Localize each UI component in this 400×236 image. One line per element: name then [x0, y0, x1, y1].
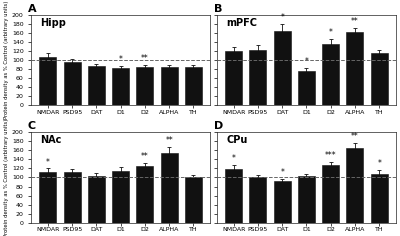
Bar — [250, 177, 266, 223]
Text: **: ** — [351, 132, 359, 141]
Bar — [161, 67, 178, 105]
Bar — [274, 31, 291, 105]
Bar — [88, 66, 105, 105]
Bar — [136, 67, 154, 105]
Text: *: * — [280, 168, 284, 177]
Text: *: * — [329, 28, 333, 37]
Bar — [346, 148, 364, 223]
Text: **: ** — [141, 152, 149, 161]
Text: ***: *** — [325, 151, 336, 160]
Bar — [298, 176, 315, 223]
Text: **: ** — [351, 17, 359, 26]
Text: *: * — [304, 57, 308, 66]
Text: B: B — [214, 4, 222, 14]
Text: *: * — [377, 160, 381, 169]
Bar — [298, 72, 315, 105]
Bar — [274, 181, 291, 223]
Text: A: A — [28, 4, 36, 14]
Text: C: C — [28, 121, 36, 131]
Bar — [322, 165, 339, 223]
Text: mPFC: mPFC — [226, 18, 257, 28]
Bar — [64, 62, 81, 105]
Text: Hipp: Hipp — [40, 18, 66, 28]
Y-axis label: Protein density as % Control (arbitrary units): Protein density as % Control (arbitrary … — [4, 1, 9, 119]
Bar — [112, 171, 129, 223]
Text: *: * — [280, 13, 284, 22]
Bar — [225, 169, 242, 223]
Text: *: * — [232, 154, 236, 163]
Bar — [112, 68, 129, 105]
Bar — [64, 172, 81, 223]
Bar — [371, 174, 388, 223]
Text: **: ** — [141, 54, 149, 63]
Y-axis label: Protein density as % Control (arbitrary units): Protein density as % Control (arbitrary … — [4, 118, 9, 236]
Bar — [161, 153, 178, 223]
Text: *: * — [46, 158, 50, 167]
Text: **: ** — [165, 136, 173, 145]
Bar — [250, 50, 266, 105]
Bar — [371, 53, 388, 105]
Bar — [185, 177, 202, 223]
Bar — [40, 57, 56, 105]
Text: *: * — [119, 55, 123, 64]
Bar — [225, 51, 242, 105]
Bar — [322, 44, 339, 105]
Bar — [136, 166, 154, 223]
Bar — [88, 176, 105, 223]
Bar — [40, 172, 56, 223]
Text: D: D — [214, 121, 223, 131]
Bar — [346, 32, 364, 105]
Text: NAc: NAc — [40, 135, 62, 145]
Text: CPu: CPu — [226, 135, 247, 145]
Bar — [185, 67, 202, 105]
